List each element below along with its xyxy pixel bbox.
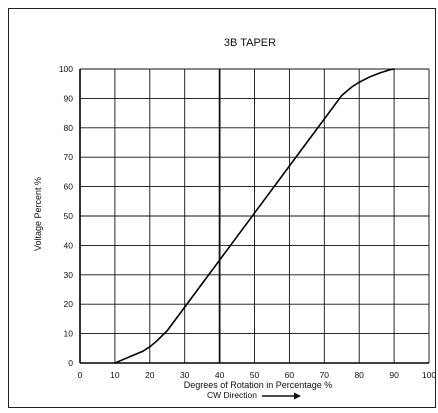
x-axis-label: Degrees of Rotation in Percentage %: [184, 380, 333, 390]
x-tick-label: 80: [354, 370, 364, 380]
y-tick-label: 100: [59, 64, 73, 74]
x-tick-label: 90: [389, 370, 399, 380]
y-tick-label: 20: [64, 299, 74, 309]
series-layer: [114, 68, 395, 364]
axes: [79, 69, 429, 364]
y-tick-label: 30: [64, 270, 74, 280]
x-tick-label: 60: [285, 370, 295, 380]
y-tick-label: 90: [64, 93, 74, 103]
chart-title: 3B TAPER: [224, 37, 276, 49]
x-tick-label: 50: [250, 370, 260, 380]
y-tick-label: 0: [68, 358, 73, 368]
right-arrow-icon: [262, 392, 301, 400]
x-tick-label: 20: [145, 370, 155, 380]
x-axis-sublabel: CW Direction: [207, 390, 257, 400]
x-tick-label: 0: [78, 370, 83, 380]
x-tick-label: 100: [422, 370, 436, 380]
x-tick-label: 30: [180, 370, 190, 380]
grid-lines: [79, 68, 430, 364]
taper-curve: [114, 68, 395, 364]
x-tick-label: 70: [320, 370, 330, 380]
x-tick-label: 40: [215, 370, 225, 380]
y-tick-label: 80: [64, 123, 74, 133]
y-tick-label: 60: [64, 182, 74, 192]
y-tick-label: 10: [64, 329, 74, 339]
tick-labels: 0 10 20 30 40 50 60 70 80 90 100 0 10 20 30 40 50 60 70 80 9…: [59, 64, 437, 380]
y-tick-label: 50: [64, 211, 74, 221]
y-tick-label: 70: [64, 152, 74, 162]
y-axis-label: Voltage Percent %: [33, 177, 43, 251]
y-tick-label: 40: [64, 240, 74, 250]
x-tick-label: 10: [110, 370, 120, 380]
